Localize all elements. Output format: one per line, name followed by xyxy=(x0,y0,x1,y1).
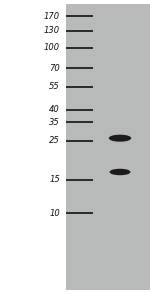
Text: 55: 55 xyxy=(49,82,60,91)
Text: 100: 100 xyxy=(44,43,60,52)
Text: 25: 25 xyxy=(49,136,60,145)
Text: 15: 15 xyxy=(49,176,60,184)
Text: 130: 130 xyxy=(44,26,60,35)
Text: 35: 35 xyxy=(49,118,60,126)
Text: 10: 10 xyxy=(49,209,60,218)
Ellipse shape xyxy=(109,135,131,142)
Bar xyxy=(66,4,150,290)
Text: 170: 170 xyxy=(44,12,60,21)
Text: 70: 70 xyxy=(49,64,60,73)
Ellipse shape xyxy=(110,169,130,175)
Text: 40: 40 xyxy=(49,105,60,114)
